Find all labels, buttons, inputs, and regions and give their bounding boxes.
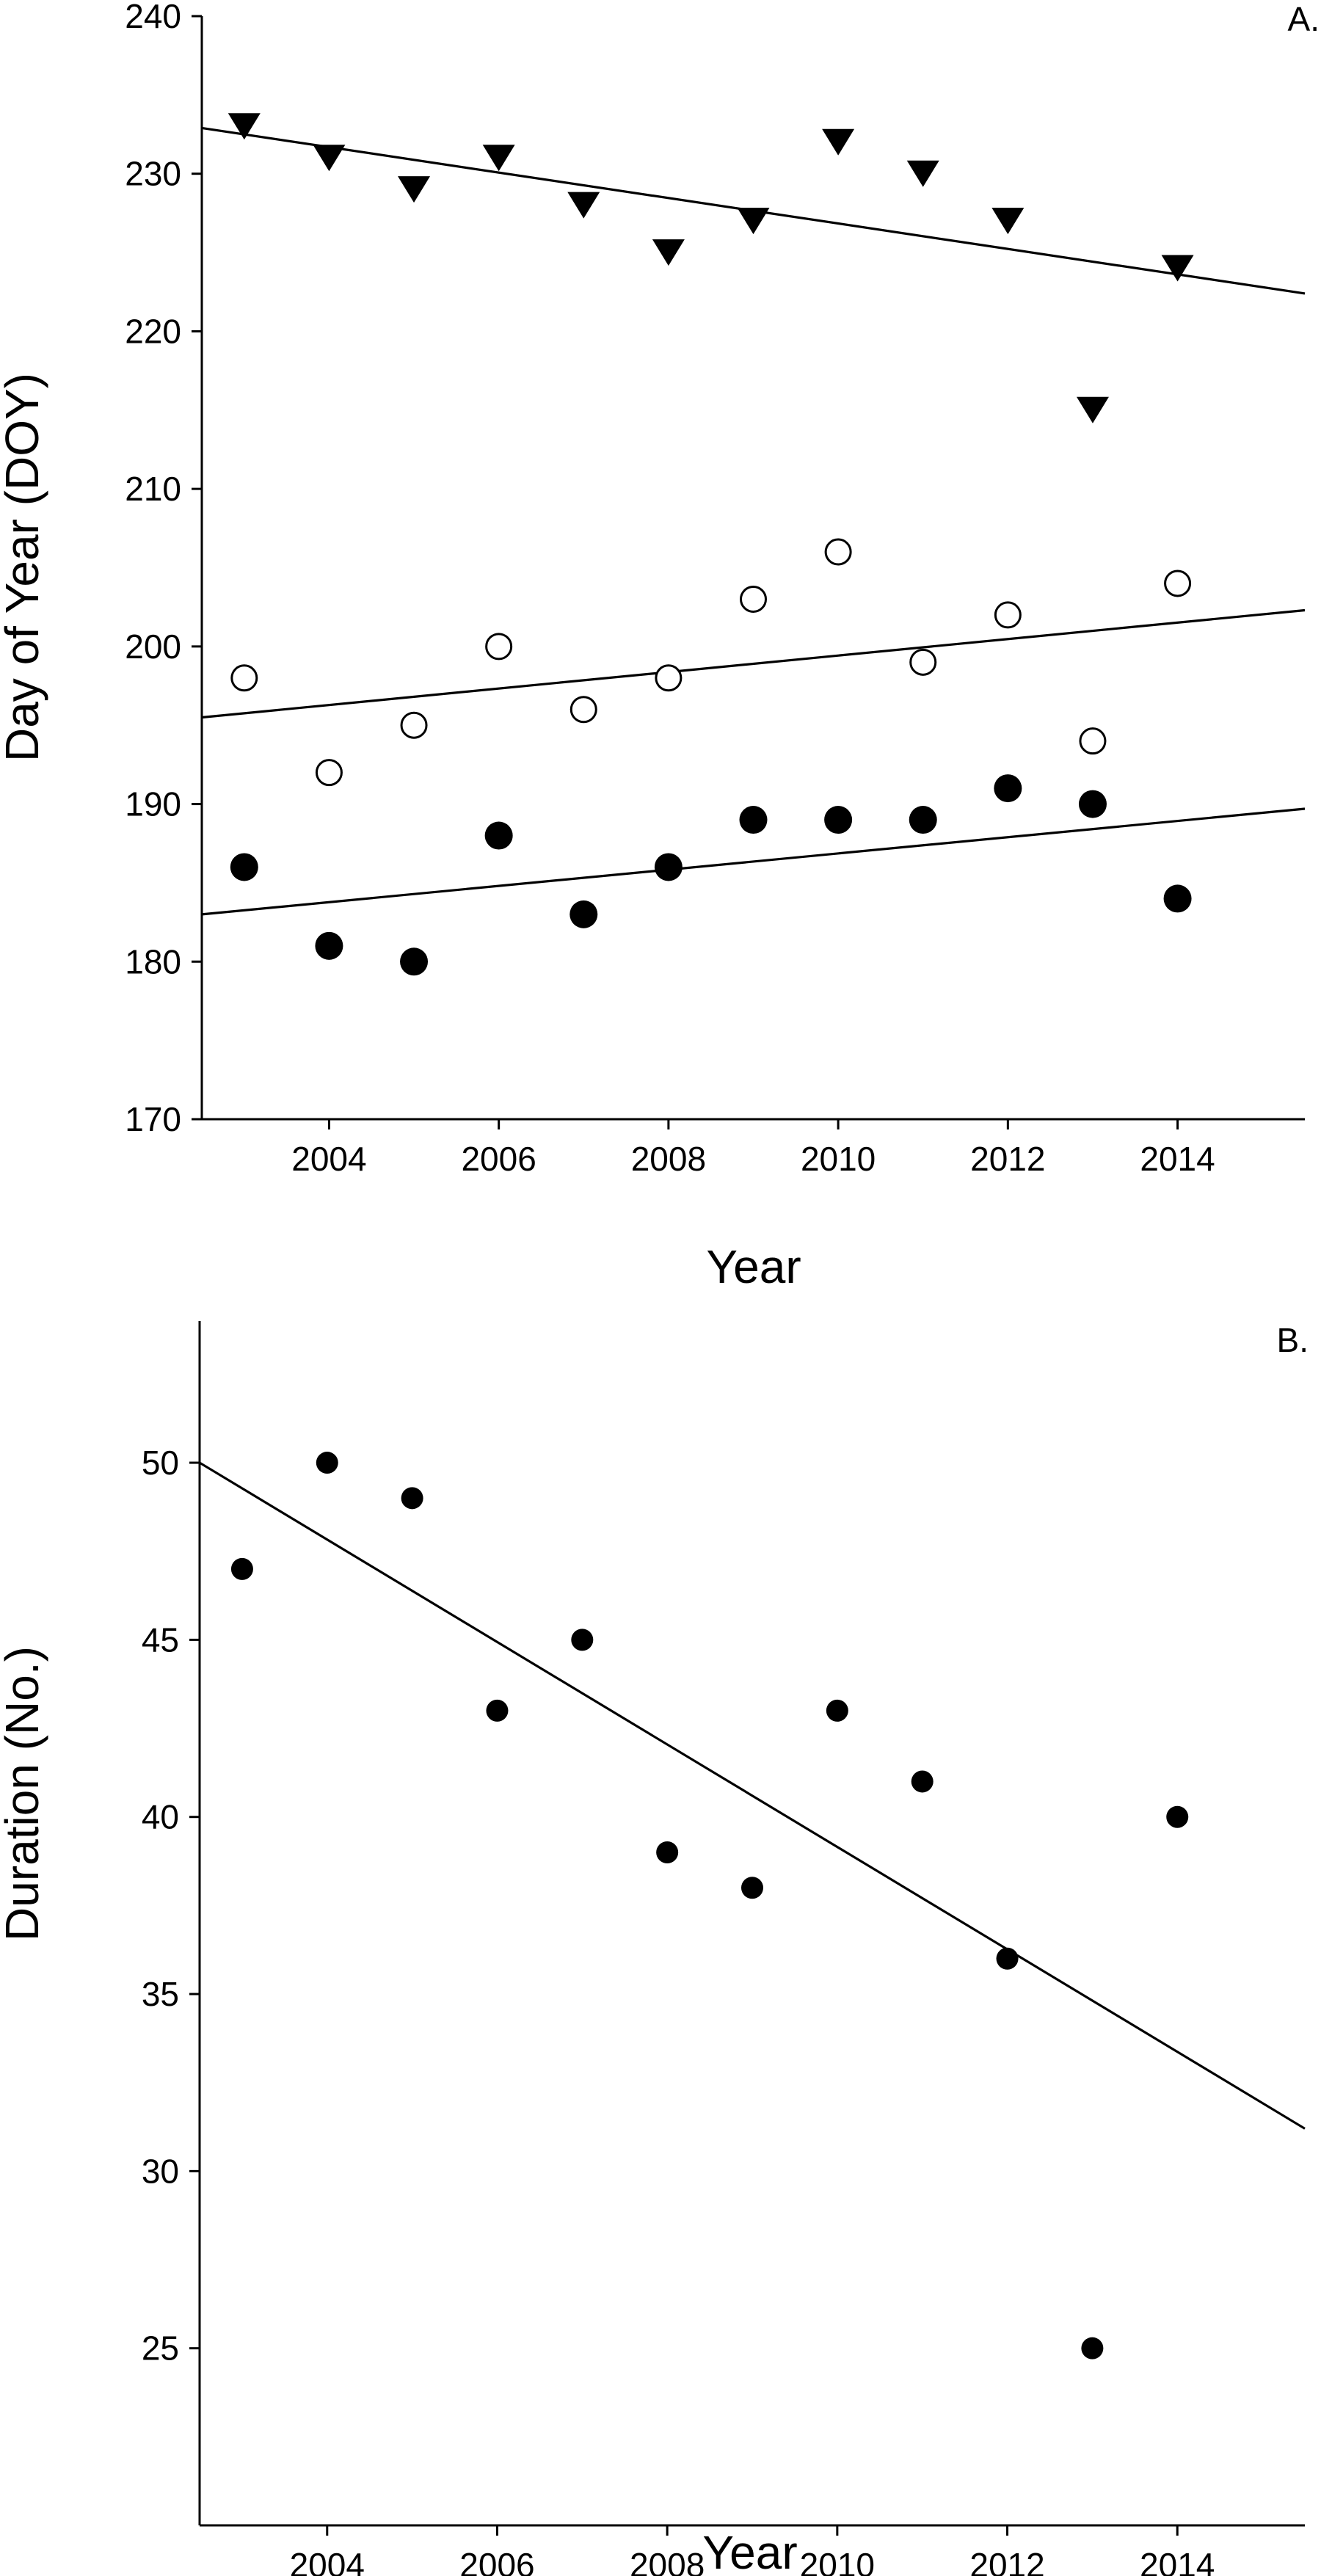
panel-a-series-1-point: [1076, 396, 1109, 423]
panel-a-series-2-point: [740, 585, 767, 613]
panel-b-y-axis-title: Duration (No.): [0, 1646, 48, 1941]
panel-a-y-tick-label: 180: [125, 942, 181, 980]
panel-a-series-3-point: [569, 900, 598, 928]
panel-b-series-1-point: [316, 1452, 338, 1474]
panel-a-x-tick-label: 2004: [291, 1140, 366, 1178]
panel-a-series-2-point: [1079, 727, 1107, 755]
panel-a-series-1-point: [652, 239, 685, 266]
panel-b-series-1-point: [230, 1557, 253, 1580]
panel-a-x-tick-label: 2008: [631, 1140, 706, 1178]
panel-a-series-1-point: [822, 128, 855, 156]
panel-a-series-2-point: [400, 711, 428, 739]
panel-b: 25 30 35 40 45 50 2004 2006 2008 2010 2012 2014 Yea…: [0, 1321, 1309, 2576]
panel-a-trend-line-3: [201, 807, 1306, 916]
panel-a-series-3-point: [654, 853, 683, 881]
panel-a-series-3-point: [824, 806, 853, 834]
panel-a-series-1-point: [313, 145, 346, 172]
panel-a-y-tick-label: 210: [125, 470, 181, 508]
panel-a-y-tick-label: 170: [125, 1100, 181, 1138]
panel-b-series-1-point: [656, 1841, 679, 1863]
panel-b-trend-lines: [199, 1461, 1306, 2130]
panel-a-trend-lines: [201, 126, 1306, 916]
panel-a-series-1-point: [567, 192, 600, 219]
panel-b-ticks: 25 30 35 40 45 50 2004 2006 2008 2010 2012 2014: [142, 1444, 1215, 2576]
panel-b-x-tick-label: 2014: [1140, 2546, 1215, 2576]
panel-b-x-tick-label: 2012: [969, 2546, 1044, 2576]
panel-b-x-tick-label: 2004: [290, 2546, 365, 2576]
panel-a-series-3-point: [739, 806, 768, 834]
panel-b-trend-line-1: [199, 1461, 1306, 2130]
panel-b-label: B.: [1277, 1321, 1309, 1359]
panel-a-series-2-point: [909, 648, 937, 676]
panel-b-y-tick-label: 45: [142, 1620, 179, 1659]
panel-a-series-2-point: [994, 601, 1022, 629]
panel-a-x-tick-label: 2014: [1140, 1140, 1215, 1178]
panel-b-series-1-point: [486, 1699, 509, 1722]
panel-a-series-3-point: [400, 947, 429, 976]
panel-b-series-1-point: [826, 1699, 848, 1722]
panel-b-series-1-point: [1081, 2337, 1104, 2359]
panel-a-data-points: [228, 113, 1194, 976]
panel-b-series-1-point: [401, 1487, 423, 1510]
panel-a-y-tick-label: 240: [125, 0, 181, 35]
panel-b-y-tick-label: 30: [142, 2152, 179, 2190]
panel-a-series-1-point: [228, 113, 261, 140]
panel-a-series-1-point: [737, 208, 770, 235]
panel-a-series-3-point: [994, 774, 1022, 803]
panel-a-y-axis-title: Day of Year (DOY): [0, 373, 48, 762]
panel-a-x-tick-label: 2010: [801, 1140, 876, 1178]
panel-a-y-tick-label: 190: [125, 785, 181, 823]
panel-a: 170 180 190 200 210 220 230 240 2004 2006 2008 2010…: [0, 0, 1320, 1293]
panel-a-series-2-point: [824, 538, 852, 566]
panel-a-series-3-point: [315, 931, 343, 960]
panel-b-series-1-point: [741, 1877, 763, 1899]
panel-a-y-tick-label: 220: [125, 312, 181, 350]
panel-a-series-1-point: [1161, 255, 1194, 282]
panel-b-series-1-point: [1166, 1805, 1189, 1828]
panel-a-series-1-point: [991, 208, 1025, 235]
panel-b-data-points: [230, 1452, 1189, 2359]
panel-b-x-tick-label: 2010: [800, 2546, 875, 2576]
panel-a-series-1-point: [482, 145, 515, 172]
panel-b-series-1-point: [911, 1770, 934, 1793]
panel-b-y-tick-label: 25: [142, 2329, 179, 2368]
panel-a-x-tick-label: 2006: [461, 1140, 536, 1178]
panel-a-series-3-point: [484, 821, 513, 850]
panel-a-series-2-point: [569, 696, 597, 724]
panel-b-y-tick-label: 40: [142, 1798, 179, 1836]
panel-a-series-2-point: [655, 664, 683, 692]
panel-a-y-tick-label: 230: [125, 155, 181, 193]
panel-b-y-tick-label: 35: [142, 1975, 179, 2013]
panel-b-series-1-point: [996, 1947, 1019, 1970]
panel-a-x-axis-title: Year: [706, 1240, 801, 1293]
panel-b-x-axis-title: Year: [702, 2526, 797, 2576]
panel-a-series-2-point: [315, 759, 343, 787]
panel-a-series-3-point: [230, 853, 258, 881]
panel-a-series-3-point: [1163, 884, 1192, 913]
panel-a-series-3-point: [909, 806, 937, 834]
panel-b-series-1-point: [571, 1629, 594, 1651]
panel-a-label: A.: [1288, 0, 1320, 38]
panel-a-series-1-point: [398, 176, 431, 203]
panel-a-series-1-point: [906, 160, 939, 187]
panel-a-trend-line-2: [201, 608, 1306, 719]
panel-b-y-tick-label: 50: [142, 1444, 179, 1482]
panel-a-series-3-point: [1078, 790, 1107, 818]
panel-b-x-tick-label: 2008: [630, 2546, 705, 2576]
panel-b-x-tick-label: 2006: [459, 2546, 534, 2576]
panel-a-series-2-point: [1164, 570, 1192, 597]
panel-a-ticks: 170 180 190 200 210 220 230 240 2004 2006 2008 2010…: [125, 0, 1215, 1178]
panel-a-series-2-point: [230, 664, 258, 692]
panel-a-x-tick-label: 2012: [970, 1140, 1045, 1178]
panel-a-y-tick-label: 200: [125, 627, 181, 666]
panel-a-series-2-point: [485, 633, 513, 661]
